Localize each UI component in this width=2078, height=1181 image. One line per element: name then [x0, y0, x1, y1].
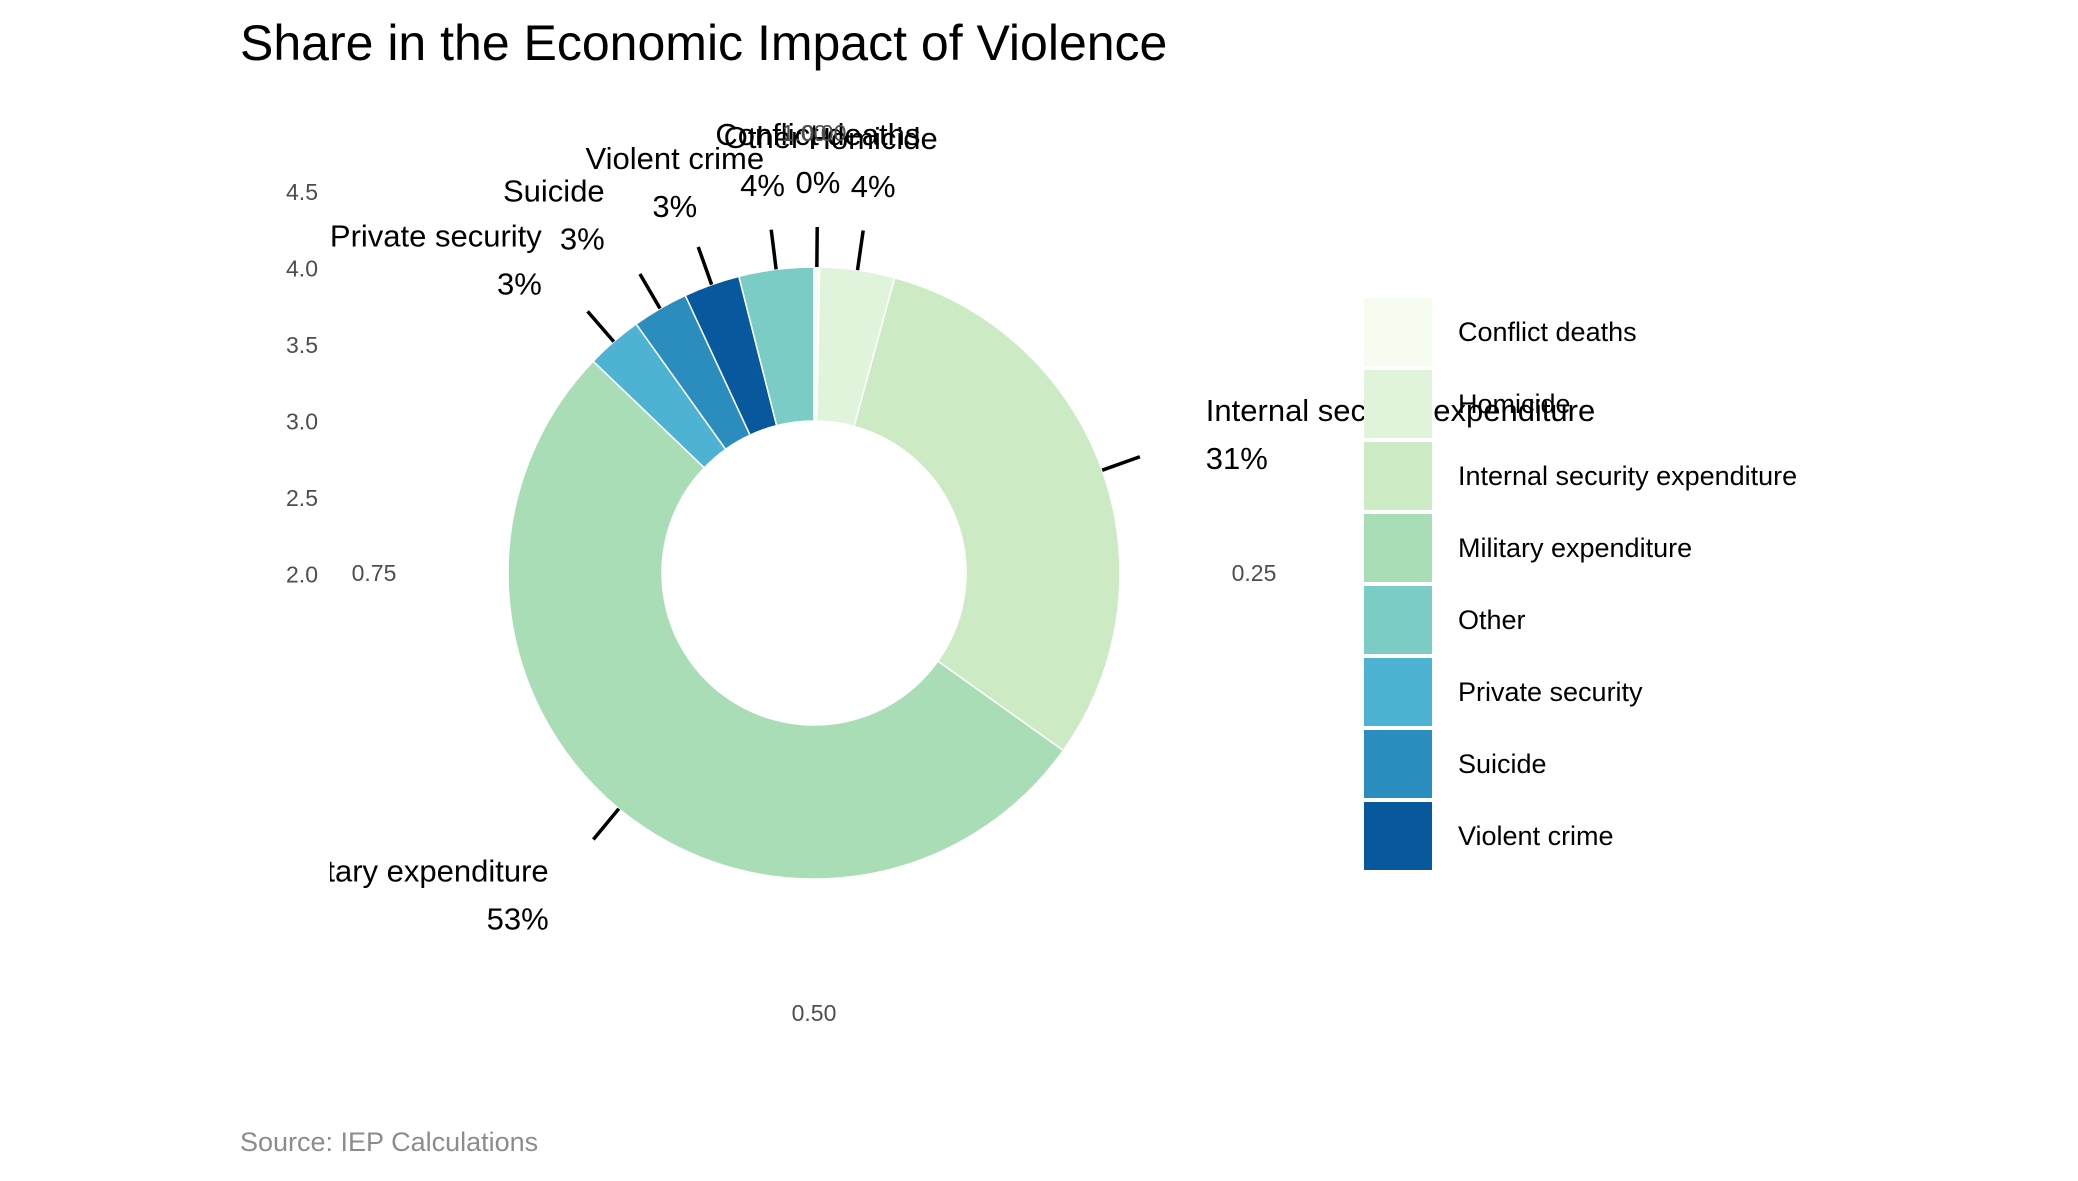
slice-internal-security-expenditure: [853, 276, 1121, 752]
radial-tick-label: 2.5: [286, 485, 318, 511]
slice-percent-other: 4%: [740, 168, 785, 203]
radial-tick-label: 4.0: [286, 256, 318, 282]
slice-military-expenditure: [507, 360, 1065, 880]
legend-label: Other: [1458, 605, 1526, 635]
legend-label: Suicide: [1458, 749, 1547, 779]
slice-label-suicide: Suicide: [503, 173, 605, 208]
leader-line-private-security: [586, 310, 616, 343]
slice-label-other: Other: [724, 120, 802, 155]
leader-line-other: [769, 229, 778, 270]
slice-percent-suicide: 3%: [560, 221, 605, 256]
legend-swatch: [1364, 586, 1432, 654]
leader-line-suicide: [638, 273, 662, 310]
radial-tick-label: 3.5: [286, 332, 318, 358]
leader-line-violent-crime: [696, 246, 714, 286]
slice-percent-conflict-deaths: 0%: [795, 165, 840, 200]
slice-label-conflict-deaths: Conflict deaths: [715, 117, 920, 152]
legend-label: Conflict deaths: [1458, 317, 1637, 347]
angular-tick-label: 0.75: [352, 560, 397, 586]
angular-tick-label: 0.00: [802, 120, 847, 146]
legend-label: Internal security expenditure: [1458, 461, 1798, 491]
slice-percent-military-expenditure: 53%: [487, 901, 549, 936]
legend-label: Private security: [1458, 677, 1643, 707]
legend-swatch: [1364, 298, 1432, 366]
legend-label: Homicide: [1458, 389, 1571, 419]
legend-swatch: [1364, 442, 1432, 510]
leader-line-internal-security-expenditure: [1101, 455, 1141, 472]
slice-percent-homicide: 4%: [851, 169, 896, 204]
legend-label: Violent crime: [1458, 821, 1614, 851]
slice-label-violent-crime: Violent crime: [586, 141, 765, 176]
slice-other: [737, 266, 815, 427]
slice-percent-private-security: 3%: [497, 266, 542, 301]
legend-swatch: [1364, 514, 1432, 582]
slice-label-homicide: Homicide: [809, 121, 938, 156]
chart-title: Share in the Economic Impact of Violence: [240, 15, 1168, 71]
legend-swatch: [1364, 658, 1432, 726]
legend-swatch: [1364, 802, 1432, 870]
legend-swatch: [1364, 730, 1432, 798]
slice-label-military-expenditure: Military expenditure: [280, 853, 549, 888]
legend-swatch: [1364, 370, 1432, 438]
radial-tick-label: 2.0: [286, 562, 318, 588]
source-caption: Source: IEP Calculations: [240, 1127, 539, 1157]
slice-percent-violent-crime: 3%: [652, 189, 697, 224]
angular-tick-label: 1.00: [782, 120, 827, 146]
radial-tick-label: 3.0: [286, 409, 318, 435]
slice-percent-internal-security-expenditure: 31%: [1206, 441, 1268, 476]
angular-tick-label: 0.50: [792, 1000, 837, 1026]
slice-label-private-security: Private security: [330, 218, 542, 253]
angular-tick-label: 0.25: [1232, 560, 1277, 586]
radial-tick-label: 4.5: [286, 179, 318, 205]
leader-line-homicide: [855, 230, 865, 271]
legend-label: Military expenditure: [1458, 533, 1693, 563]
leader-line-military-expenditure: [591, 807, 621, 841]
